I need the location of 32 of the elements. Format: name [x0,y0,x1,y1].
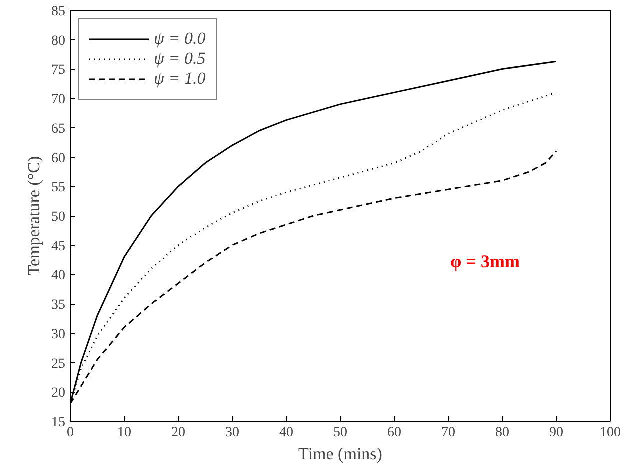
y-tick-label: 85 [52,4,66,20]
legend-label: ψ = 1.0 [154,69,206,89]
y-tick-label: 45 [52,239,66,254]
x-tick-label: 0 [67,426,74,440]
x-tick-label: 20 [172,426,186,440]
x-tick-label: 30 [226,426,240,440]
y-tick-label: 35 [52,298,66,314]
x-tick-label: 60 [388,426,402,440]
x-tick-label: 70 [442,426,456,440]
x-tick-label: 100 [600,426,621,440]
x-tick-label: 10 [118,426,132,440]
y-tick-label: 60 [52,151,66,166]
x-tick-label: 50 [334,426,348,440]
y-tick-label: 65 [52,122,66,137]
x-tick-label: 80 [496,426,510,440]
annotation: φ = 3mm [450,252,520,272]
x-tick-label: 40 [280,426,294,440]
y-tick-label: 40 [52,268,66,284]
y-axis-title: Temperature (°C) [24,156,44,276]
y-tick-label: 75 [52,63,66,78]
legend-label: ψ = 0.0 [154,29,206,49]
y-tick-label: 15 [52,416,66,430]
y-tick-label: 50 [52,210,66,225]
y-tick-label: 70 [52,92,66,108]
x-axis-title: Time (mins) [298,444,382,464]
y-tick-label: 30 [52,327,66,342]
y-tick-label: 80 [52,34,66,49]
y-tick-label: 25 [52,356,66,372]
y-tick-label: 20 [52,386,66,402]
x-tick-label: 90 [550,426,564,440]
y-tick-label: 55 [52,180,66,196]
legend-label: ψ = 0.5 [154,49,206,69]
